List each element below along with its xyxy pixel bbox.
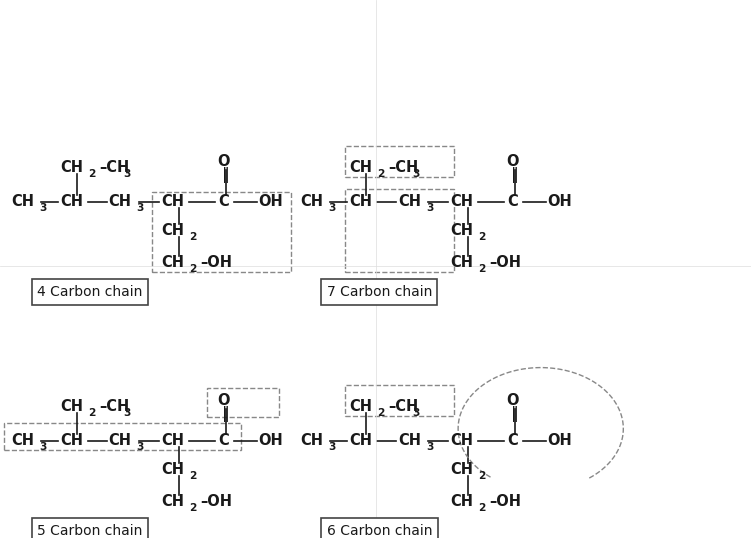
- Text: O: O: [218, 393, 230, 408]
- Text: CH: CH: [161, 463, 184, 477]
- Text: 4 Carbon chain: 4 Carbon chain: [38, 285, 143, 299]
- Text: 2: 2: [88, 408, 95, 417]
- Text: CH: CH: [161, 494, 184, 509]
- Text: C: C: [219, 194, 229, 209]
- Text: 2: 2: [189, 471, 197, 482]
- Text: 2: 2: [377, 408, 385, 417]
- Text: CH: CH: [109, 194, 131, 209]
- Text: 2: 2: [478, 503, 486, 513]
- Text: 6 Carbon chain: 6 Carbon chain: [327, 524, 432, 538]
- Text: 5 Carbon chain: 5 Carbon chain: [38, 524, 143, 538]
- Text: CH: CH: [161, 194, 184, 209]
- Text: CH: CH: [451, 223, 473, 238]
- Text: –CH: –CH: [388, 160, 418, 175]
- Text: CH: CH: [398, 194, 421, 209]
- Bar: [207, 388, 279, 417]
- Text: 2: 2: [189, 264, 197, 274]
- Text: –CH: –CH: [99, 160, 129, 175]
- Text: O: O: [218, 154, 230, 169]
- Text: OH: OH: [547, 194, 572, 209]
- Text: –OH: –OH: [201, 494, 233, 509]
- Text: 7 Carbon chain: 7 Carbon chain: [327, 285, 432, 299]
- Text: –OH: –OH: [201, 256, 233, 270]
- Bar: [4, 423, 241, 450]
- Text: CH: CH: [300, 194, 323, 209]
- Bar: [152, 192, 291, 272]
- Text: ‖: ‖: [511, 406, 519, 422]
- Text: 3: 3: [328, 442, 336, 452]
- Text: –CH: –CH: [99, 399, 129, 414]
- Text: 2: 2: [88, 168, 95, 179]
- Text: C: C: [508, 194, 518, 209]
- Text: 2: 2: [478, 264, 486, 274]
- Text: CH: CH: [349, 160, 372, 175]
- Text: 3: 3: [426, 203, 433, 213]
- Text: ‖: ‖: [222, 406, 230, 422]
- Text: 3: 3: [328, 203, 336, 213]
- Bar: [345, 385, 454, 416]
- Text: OH: OH: [258, 433, 282, 448]
- Text: CH: CH: [300, 433, 323, 448]
- Text: 3: 3: [137, 442, 144, 452]
- Text: CH: CH: [161, 256, 184, 270]
- Text: 2: 2: [478, 232, 486, 242]
- Text: CH: CH: [60, 433, 83, 448]
- Text: O: O: [507, 154, 519, 169]
- Text: 3: 3: [412, 408, 420, 417]
- Text: CH: CH: [161, 223, 184, 238]
- Bar: [345, 188, 454, 272]
- Text: CH: CH: [161, 433, 184, 448]
- Text: CH: CH: [398, 433, 421, 448]
- Text: 2: 2: [478, 471, 486, 482]
- Text: ‖: ‖: [511, 167, 519, 183]
- Text: –OH: –OH: [490, 256, 522, 270]
- Text: 3: 3: [123, 408, 131, 417]
- Text: ‖: ‖: [222, 167, 230, 183]
- Text: CH: CH: [109, 433, 131, 448]
- Text: 3: 3: [123, 168, 131, 179]
- Text: O: O: [507, 393, 519, 408]
- Text: –OH: –OH: [490, 494, 522, 509]
- Text: 3: 3: [39, 203, 47, 213]
- Text: 3: 3: [137, 203, 144, 213]
- Bar: [345, 146, 454, 177]
- Text: 2: 2: [189, 232, 197, 242]
- Text: CH: CH: [60, 160, 83, 175]
- Text: CH: CH: [349, 194, 372, 209]
- Text: C: C: [508, 433, 518, 448]
- Text: CH: CH: [349, 399, 372, 414]
- Text: 2: 2: [377, 168, 385, 179]
- Text: CH: CH: [60, 194, 83, 209]
- Text: CH: CH: [451, 256, 473, 270]
- Text: 3: 3: [426, 442, 433, 452]
- Text: CH: CH: [451, 433, 473, 448]
- Text: CH: CH: [451, 463, 473, 477]
- Text: 3: 3: [39, 442, 47, 452]
- Text: 3: 3: [412, 168, 420, 179]
- Text: CH: CH: [349, 433, 372, 448]
- Text: CH: CH: [60, 399, 83, 414]
- Text: CH: CH: [11, 194, 34, 209]
- Text: C: C: [219, 433, 229, 448]
- Text: –CH: –CH: [388, 399, 418, 414]
- Text: OH: OH: [547, 433, 572, 448]
- Text: CH: CH: [451, 194, 473, 209]
- Text: OH: OH: [258, 194, 282, 209]
- Text: CH: CH: [11, 433, 34, 448]
- Text: CH: CH: [451, 494, 473, 509]
- Text: 2: 2: [189, 503, 197, 513]
